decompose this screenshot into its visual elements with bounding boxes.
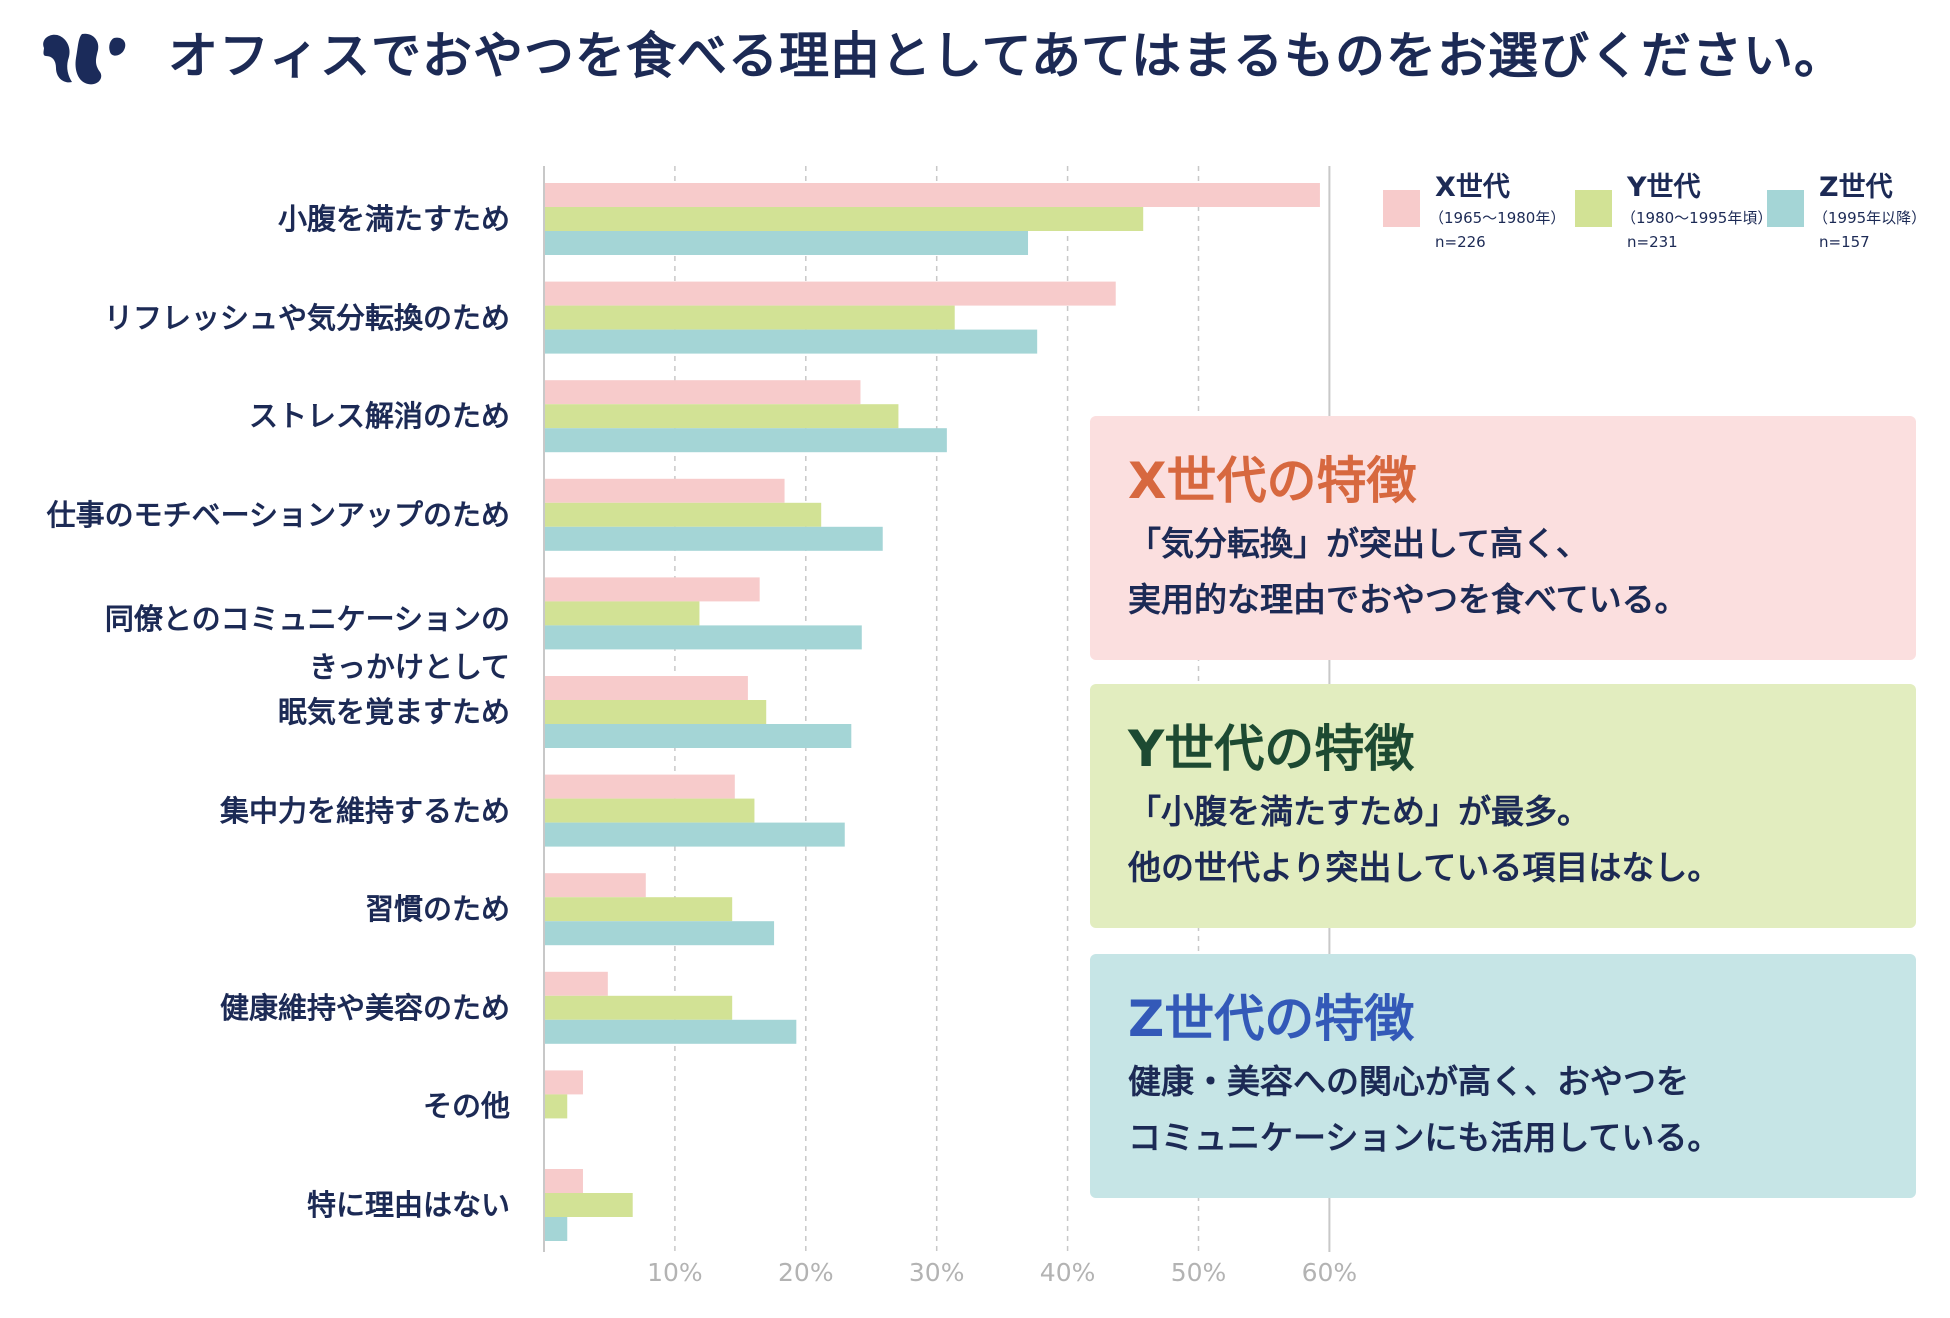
x-tick-label: 20% xyxy=(778,1258,834,1287)
bar-x-generation xyxy=(545,1070,583,1095)
legend-period: （1980〜1995年頃） xyxy=(1621,209,1773,227)
bar-z-generation xyxy=(545,625,862,650)
bar-y-generation xyxy=(545,700,767,724)
bar-y-generation xyxy=(545,601,700,626)
x-generation-note: X世代の特徴 「気分転換」が突出して高く、 実用的な理由でおやつを食べている。 xyxy=(1090,416,1916,660)
category-label: 仕事のモチベーションアップのため xyxy=(46,497,510,532)
note-line: 「気分転換」が突出して高く、 xyxy=(1128,524,1590,563)
bar-z-generation xyxy=(545,329,1038,354)
bar-y-generation xyxy=(545,1094,568,1119)
category-label: 特に理由はない xyxy=(306,1188,510,1222)
legend-period: （1995年以降） xyxy=(1813,209,1927,227)
bar-z-generation xyxy=(545,526,883,551)
note-line: コミュニケーションにも活用している。 xyxy=(1128,1118,1721,1157)
squirrel-logo-icon xyxy=(43,33,126,85)
bar-z-generation xyxy=(545,231,1029,255)
category-label: 集中力を維持するため xyxy=(219,793,510,828)
bar-x-generation xyxy=(545,676,748,700)
bar-z-generation xyxy=(545,1217,568,1241)
bar-z-generation xyxy=(545,822,845,847)
x-tick-label: 60% xyxy=(1301,1258,1358,1287)
category-label: その他 xyxy=(422,1089,510,1124)
page-title: オフィスでおやつを食べる理由としてあてはまるものをお選びください。 xyxy=(168,27,1845,85)
z-generation-note: Z世代の特徴 健康・美容への関心が高く、おやつを コミュニケーションにも活用して… xyxy=(1090,954,1916,1198)
note-line: 他の世代より突出している項目はなし。 xyxy=(1128,848,1721,887)
note-title: Y世代の特徴 xyxy=(1128,720,1415,778)
legend-sample-size: n=226 xyxy=(1435,233,1486,251)
bar-y-generation xyxy=(545,995,733,1020)
category-label: 健康維持や美容のため xyxy=(219,990,510,1025)
bar-x-generation xyxy=(545,971,608,996)
note-title: X世代の特徴 xyxy=(1128,452,1417,510)
bar-y-generation xyxy=(545,207,1144,231)
bar-z-generation xyxy=(545,921,775,946)
bar-x-generation xyxy=(545,1169,583,1193)
x-tick-label: 30% xyxy=(908,1258,965,1287)
y-generation-note: Y世代の特徴 「小腹を満たすため」が最多。 他の世代より突出している項目はなし。 xyxy=(1090,684,1916,928)
bar-y-generation xyxy=(545,897,733,922)
bar-y-generation xyxy=(545,305,955,330)
note-line: 実用的な理由でおやつを食べている。 xyxy=(1128,580,1688,619)
category-label: 眠気を覚ますため xyxy=(277,695,510,729)
x-tick-label: 40% xyxy=(1039,1258,1096,1287)
note-title: Z世代の特徴 xyxy=(1128,990,1415,1048)
bar-z-generation xyxy=(545,428,947,453)
bar-y-generation xyxy=(545,798,755,823)
bar-y-generation xyxy=(545,502,822,527)
category-label: 小腹を満たすため xyxy=(277,202,510,236)
category-label: リフレッシュや気分転換のため xyxy=(103,300,510,335)
bar-x-generation xyxy=(545,478,785,503)
legend-swatch-x xyxy=(1383,190,1420,227)
bar-y-generation xyxy=(545,404,899,429)
category-label: 習慣のため xyxy=(364,892,510,927)
legend-sample-size: n=231 xyxy=(1627,233,1678,251)
bar-x-generation xyxy=(545,577,760,602)
note-line: 「小腹を満たすため」が最多。 xyxy=(1128,792,1590,831)
legend-title: Z世代 xyxy=(1819,172,1893,203)
bar-x-generation xyxy=(545,774,735,799)
legend-swatch-y xyxy=(1575,190,1612,227)
bar-z-generation xyxy=(545,1019,797,1044)
legend-swatch-z xyxy=(1767,190,1804,227)
legend-sample-size: n=157 xyxy=(1819,233,1870,251)
bar-z-generation xyxy=(545,724,852,748)
legend-period: （1965〜1980年） xyxy=(1429,209,1566,227)
legend-title: Y世代 xyxy=(1627,172,1701,203)
bar-y-generation xyxy=(545,1193,633,1217)
x-tick-label: 10% xyxy=(647,1258,703,1287)
x-tick-label: 50% xyxy=(1170,1258,1227,1287)
category-label: ストレス解消のため xyxy=(248,399,510,434)
note-line: 健康・美容への関心が高く、おやつを xyxy=(1128,1062,1689,1101)
legend-title: X世代 xyxy=(1435,172,1510,203)
category-label: きっかけとして xyxy=(309,650,510,685)
bar-x-generation xyxy=(545,873,646,898)
bar-x-generation xyxy=(545,380,861,405)
category-label: 同僚とのコミュニケーションの xyxy=(104,602,510,637)
bar-x-generation xyxy=(545,281,1116,306)
bar-x-generation xyxy=(545,183,1320,207)
